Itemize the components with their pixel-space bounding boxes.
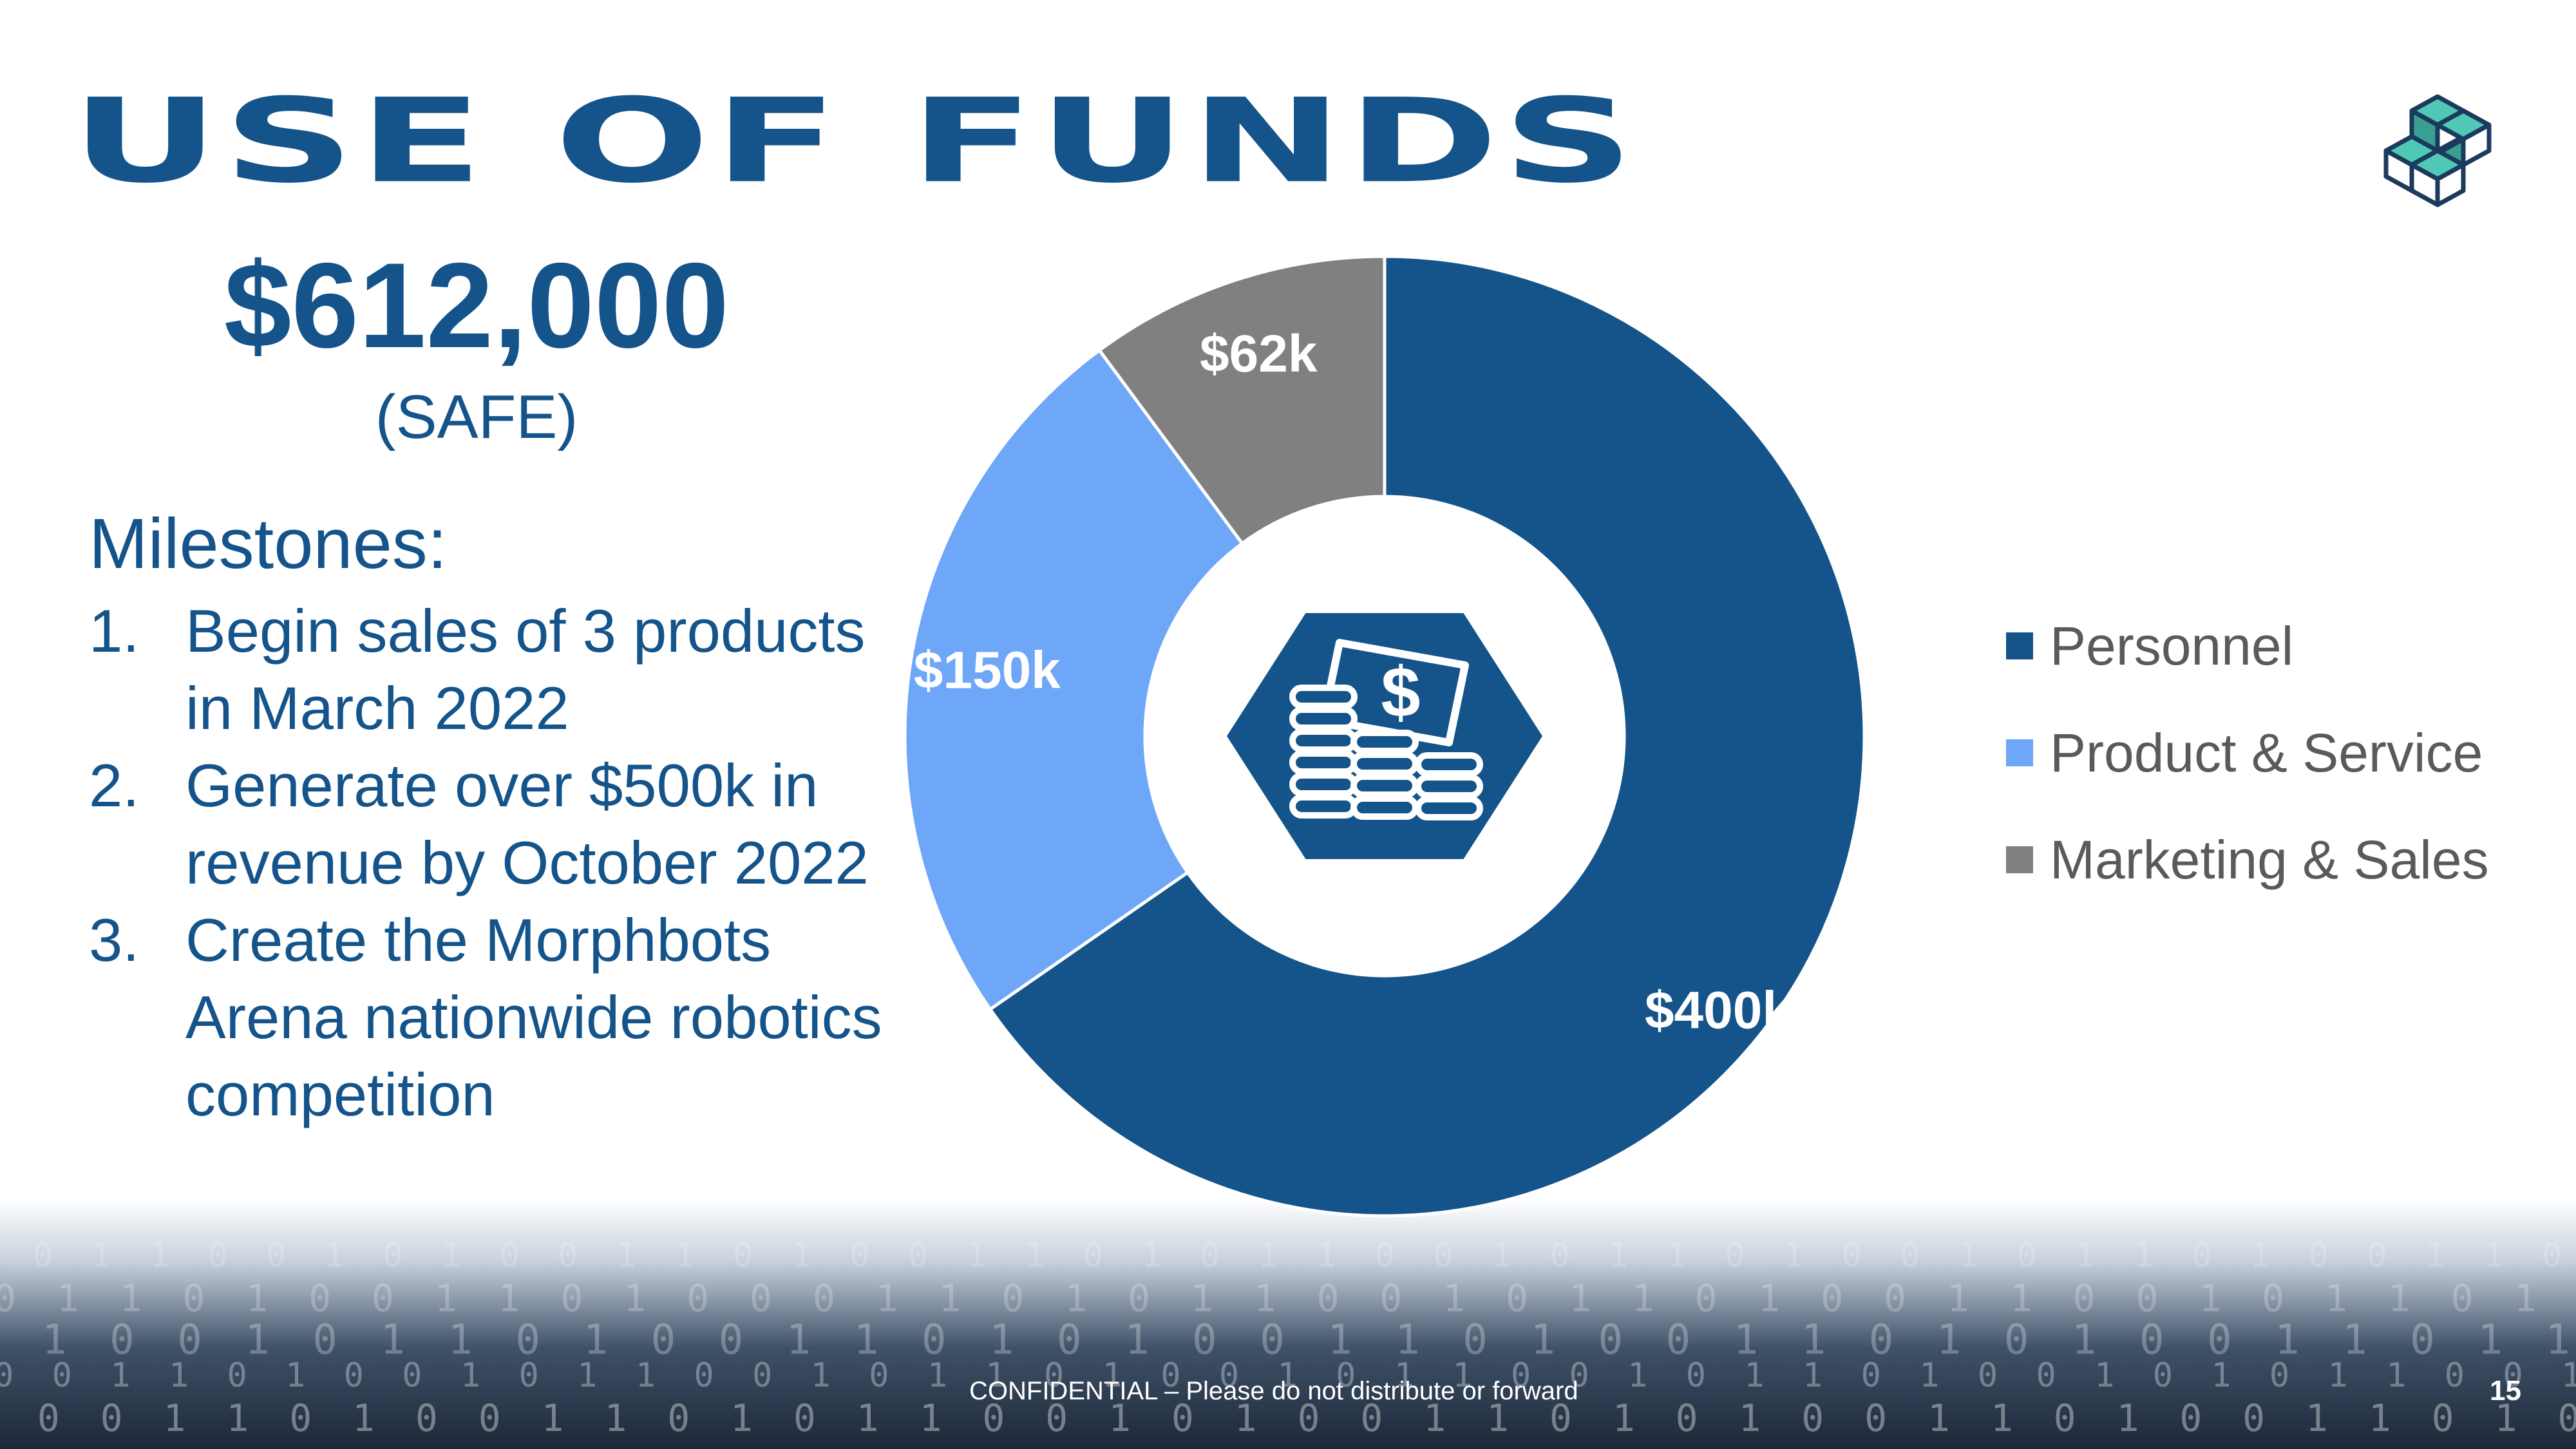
raise-type: (SAFE) [375,383,578,451]
milestone-text: Begin sales of 3 products in March 2022 [185,597,866,742]
milestone-item: 1. Begin sales of 3 products in March 20… [89,592,926,747]
milestone-item: 3. Create the Morphbots Arena nationwide… [89,902,926,1133]
milestones-heading: Milestones: [89,504,448,583]
legend-label: Marketing & Sales [2050,829,2489,890]
milestone-list: 1. Begin sales of 3 products in March 20… [89,592,926,1133]
milestone-item: 2. Generate over $500k in revenue by Oct… [89,747,926,902]
binary-row: 1 0 1 1 0 0 1 0 1 0 0 1 1 0 1 0 0 1 1 0 … [0,1236,2576,1275]
binary-row: 1 1 0 0 1 0 1 1 0 1 0 0 1 1 0 1 0 1 0 0 … [0,1316,2576,1364]
legend-swatch [2006,632,2033,659]
binary-row: 1 0 0 1 1 0 1 0 0 1 1 0 1 0 1 1 0 0 1 0 … [0,1396,2576,1440]
milestone-text: Generate over $500k in revenue by Octobe… [185,752,869,896]
legend-label: Personnel [2050,615,2294,676]
donut-slice-marketing-sales [1097,254,1387,546]
binary-row: 0 0 1 1 0 1 0 0 1 0 1 1 0 0 1 0 1 1 0 1 … [0,1356,2576,1395]
legend-label: Product & Service [2050,722,2483,783]
milestone-number: 3. [89,906,140,974]
donut-data-label: $150k [914,641,1061,700]
legend-item-product-service: Product & Service [2006,699,2489,806]
donut-data-label: $400k [1645,981,1792,1040]
milestone-number: 2. [89,752,140,819]
chart-legend: Personnel Product & Service Marketing & … [2006,592,2489,913]
legend-item-personnel: Personnel [2006,592,2489,699]
donut-data-label: $62k [1200,325,1318,383]
page-number: 15 [2490,1375,2521,1406]
money-coins-icon: $ [1227,613,1542,859]
svg-text:$: $ [1381,653,1420,732]
milestone-number: 1. [89,597,140,665]
legend-swatch [2006,846,2033,873]
raise-amount: $612,000 [223,238,730,373]
stacked-cubes-logo-icon [2383,94,2492,207]
page-title: USE OF FUNDS [71,73,1638,209]
binary-row: 0 1 1 0 1 0 0 1 1 0 1 0 0 0 1 1 0 1 0 1 … [0,1276,2576,1320]
binary-background: 1 0 1 1 0 0 1 0 1 0 0 1 1 0 1 0 0 1 1 0 … [0,1198,2576,1449]
company-logo [2370,84,2505,222]
donut-slice-product-service [903,348,1245,1012]
legend-swatch [2006,739,2033,766]
confidential-notice: CONFIDENTIAL – Please do not distribute … [969,1377,1578,1405]
donut-slice-personnel [988,254,1866,1218]
legend-item-marketing-sales: Marketing & Sales [2006,806,2489,913]
milestone-text: Create the Morphbots Arena nationwide ro… [185,906,882,1128]
